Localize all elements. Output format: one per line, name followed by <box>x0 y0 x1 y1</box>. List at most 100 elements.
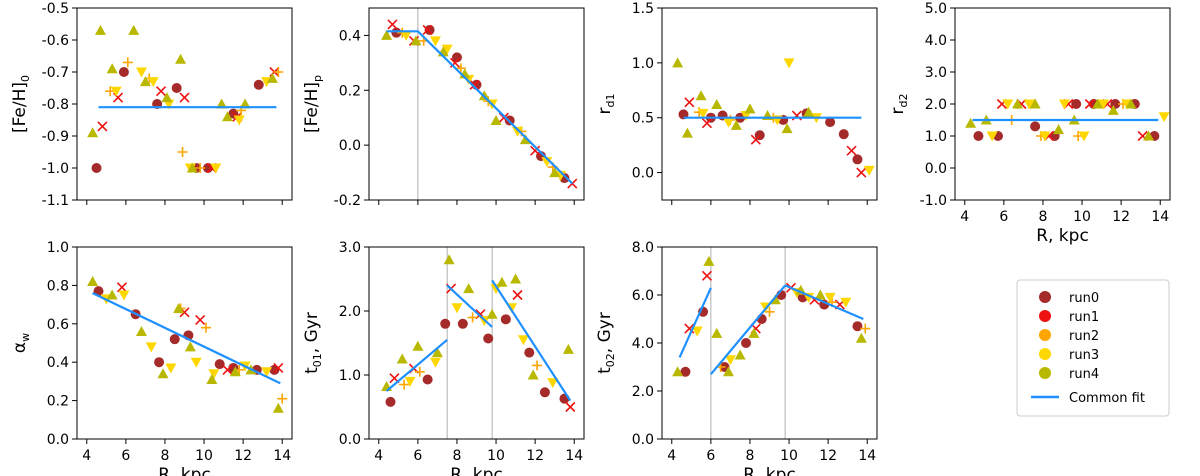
point-run1 <box>565 401 576 413</box>
point-run3 <box>400 30 412 41</box>
point-run2 <box>414 366 425 377</box>
point-run4 <box>184 341 196 352</box>
point-run4 <box>272 402 284 413</box>
point-run1 <box>422 24 433 36</box>
x-tick-label: 12 <box>1112 209 1130 225</box>
y-axis-label: t01, Gyr <box>302 312 324 374</box>
point-run3 <box>1158 112 1170 123</box>
point-run4 <box>562 343 574 354</box>
common-fit-line <box>678 287 712 358</box>
point-run3 <box>210 163 222 174</box>
panel-alphaw: 0.0 0.2 0.4 0.6 0.8 1.0 4 6 8 10 12 14 R, kpc αw <box>10 240 293 476</box>
point-run3 <box>136 67 147 78</box>
y-axis-label: rd2 <box>888 94 910 115</box>
point-run0 <box>852 154 863 165</box>
point-run0 <box>118 67 129 77</box>
point-run0 <box>539 387 550 398</box>
x-tick-label: 4 <box>667 448 676 464</box>
point-run4 <box>128 24 140 35</box>
point-run1 <box>116 282 128 293</box>
y-tick-label: -0.7 <box>42 65 69 81</box>
point-run3 <box>1098 99 1110 110</box>
point-run0 <box>483 333 494 344</box>
axes-frame <box>368 246 585 440</box>
x-tick-label: 10 <box>487 448 505 464</box>
common-fit-line <box>710 284 786 375</box>
plot-area <box>672 247 871 439</box>
point-run4 <box>1029 98 1041 109</box>
point-run0 <box>741 338 752 348</box>
x-tick-label: 8 <box>1038 209 1047 225</box>
x-tick-label: 10 <box>195 448 213 464</box>
point-run3 <box>404 376 416 387</box>
y-tick-label: 3.0 <box>925 65 947 81</box>
point-run4 <box>1053 124 1065 135</box>
point-run3 <box>691 326 703 337</box>
point-run0 <box>1071 99 1082 109</box>
point-run0 <box>825 117 836 128</box>
y-tick-label: 0.0 <box>632 166 654 182</box>
point-run4 <box>722 366 734 377</box>
y-axis-label: [Fe/H]p <box>302 75 324 133</box>
point-run3 <box>1058 99 1070 110</box>
x-tick-label: 12 <box>234 448 252 464</box>
point-run4 <box>695 90 707 101</box>
panel-t02: 0.0 2.0 4.0 6.0 8.0 4 6 8 10 12 14 R, kpc t02, Gyr <box>595 240 878 476</box>
point-run0 <box>214 359 225 370</box>
x-tick-label: 14 <box>273 448 291 464</box>
point-run4 <box>87 127 99 138</box>
axes-frame <box>661 7 878 201</box>
y-tick-label: 0.0 <box>339 432 361 448</box>
y-tick-label: 8.0 <box>632 240 654 256</box>
point-run4 <box>94 24 106 35</box>
point-run0 <box>253 79 264 90</box>
point-run4 <box>744 103 756 114</box>
x-axis-label: R, kpc <box>450 465 503 476</box>
point-run4 <box>175 53 187 64</box>
point-run4 <box>157 368 169 379</box>
point-run3 <box>547 378 559 389</box>
x-tick-label: 6 <box>999 209 1008 225</box>
point-run0 <box>451 52 462 63</box>
point-run1 <box>846 145 857 156</box>
point-run1 <box>97 121 108 132</box>
point-run4 <box>711 99 723 110</box>
point-run0 <box>440 318 451 329</box>
point-run4 <box>703 255 715 266</box>
point-run2 <box>122 57 133 68</box>
common-fit-line <box>491 279 572 402</box>
point-run4 <box>814 289 826 300</box>
point-run3 <box>986 131 998 142</box>
point-run4 <box>139 76 151 87</box>
y-tick-label: 1.0 <box>632 56 654 72</box>
point-run1 <box>387 19 398 30</box>
point-run4 <box>443 254 455 265</box>
y-tick-label: 0.4 <box>339 28 361 44</box>
point-run4 <box>519 134 531 145</box>
point-run3 <box>261 367 273 378</box>
x-tick-label: 14 <box>1151 209 1169 225</box>
point-run0 <box>391 27 402 38</box>
x-axis-label: R, kpc <box>158 465 211 476</box>
x-tick-label: 10 <box>780 448 798 464</box>
legend-label-run0: run0 <box>1069 291 1099 306</box>
point-run4 <box>186 162 198 173</box>
panel-rd1: 0.0 0.5 1.0 1.5 rd1 <box>595 1 878 205</box>
point-run3 <box>165 363 177 374</box>
y-tick-label: 4.0 <box>632 336 654 352</box>
point-run3 <box>233 115 245 126</box>
point-run3 <box>208 369 220 380</box>
point-run3 <box>783 58 795 69</box>
point-run4 <box>410 35 422 46</box>
point-run4 <box>266 72 278 83</box>
point-run3 <box>190 357 202 368</box>
point-run2 <box>273 67 284 77</box>
x-tick-label: 8 <box>745 448 754 464</box>
point-run4 <box>412 340 424 351</box>
point-run3 <box>1039 131 1051 142</box>
point-run3 <box>118 290 130 301</box>
y-axis-label: [Fe/H]0 <box>10 75 32 133</box>
legend-label-run1: run1 <box>1069 310 1099 325</box>
point-run2 <box>195 163 206 173</box>
common-fit-line <box>386 30 574 185</box>
